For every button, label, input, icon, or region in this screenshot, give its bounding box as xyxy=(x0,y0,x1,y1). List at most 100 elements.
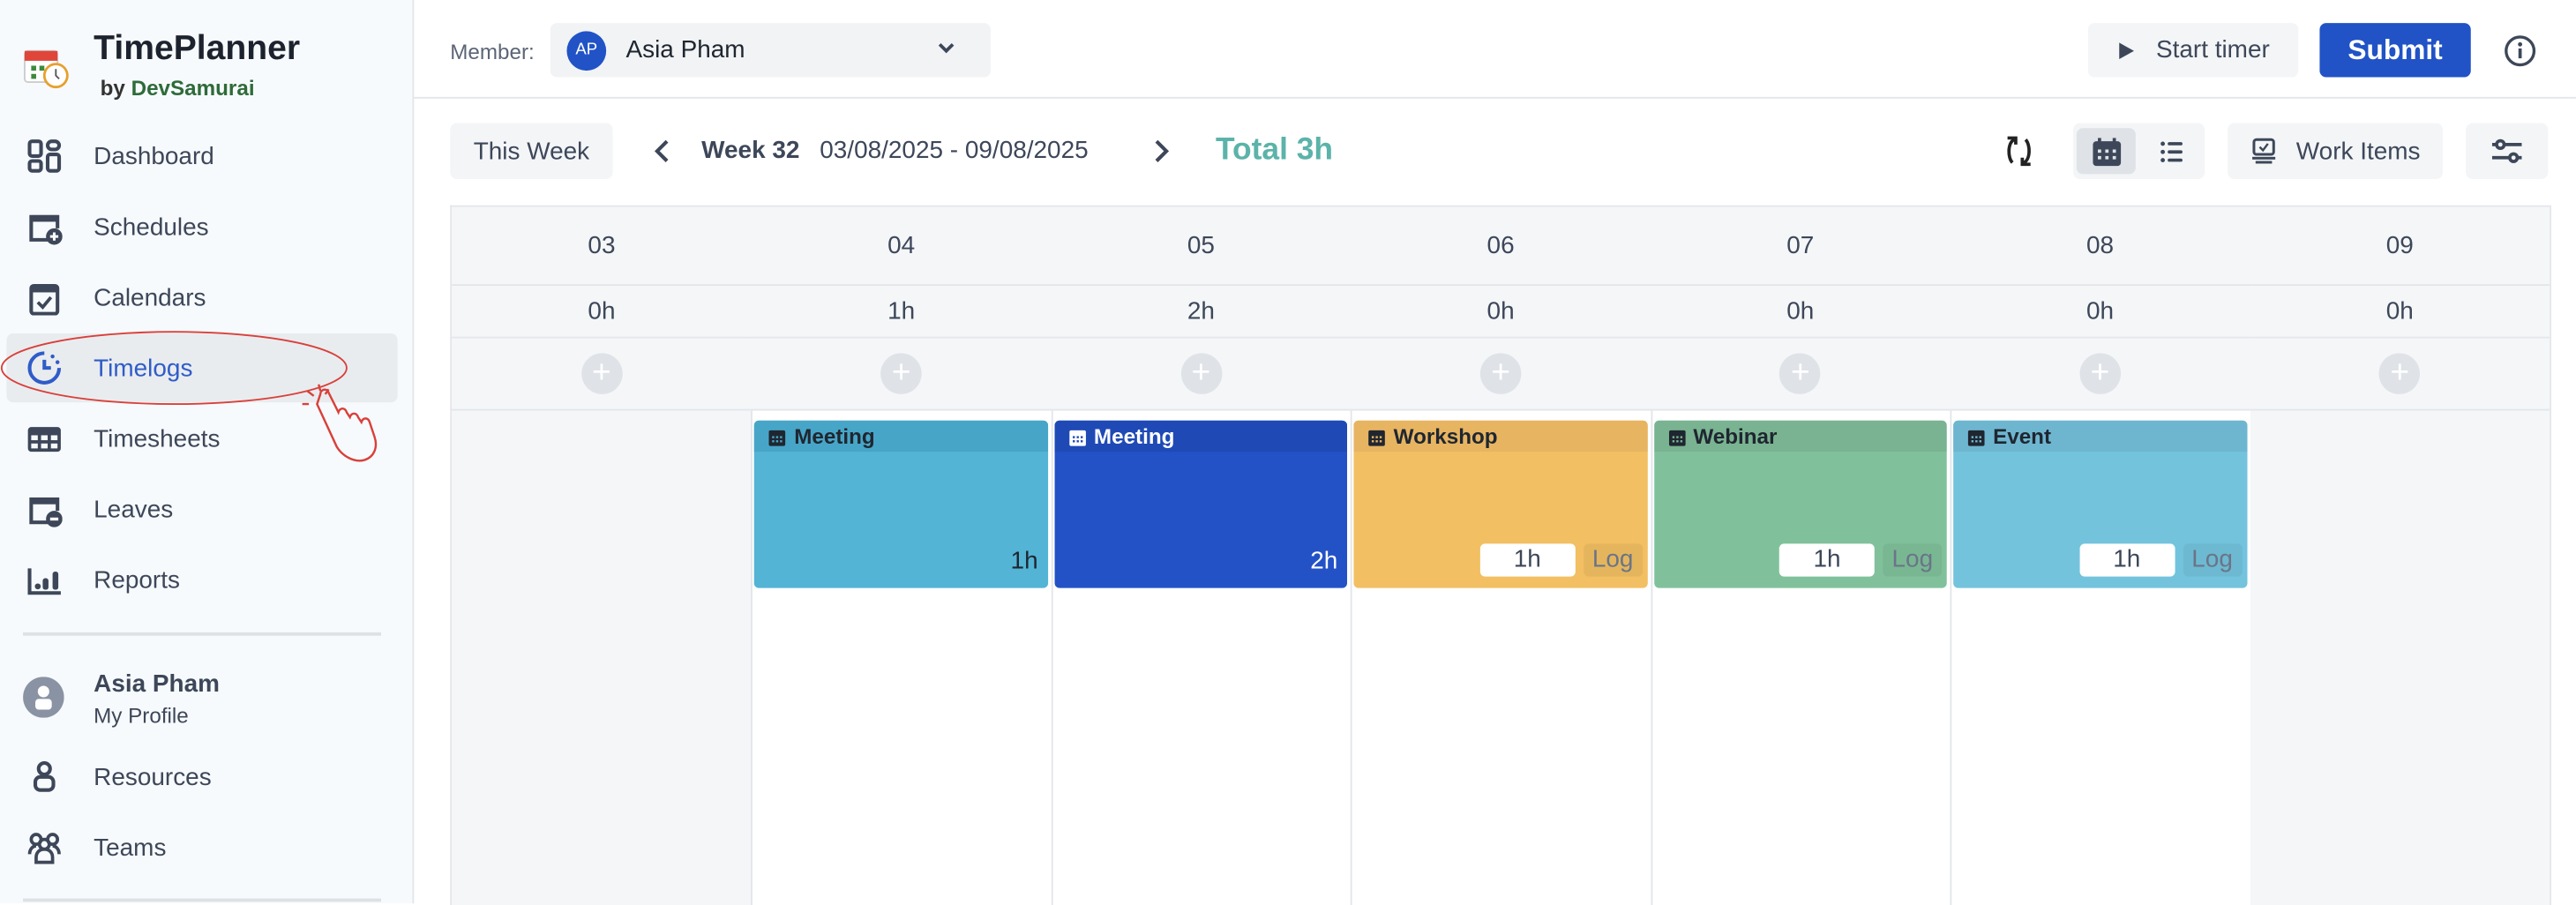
info-icon[interactable] xyxy=(2504,34,2536,67)
week-grid: 03 0h +04 1h + Meeting 1h 05 2h + Meeting 2… xyxy=(450,205,2551,905)
day-hours: 0h xyxy=(1650,286,1951,339)
day-hours: 0h xyxy=(452,286,752,339)
week-range: 03/08/2025 - 09/08/2025 xyxy=(820,136,1089,165)
member-avatar: AP xyxy=(566,31,607,71)
sidebar-item-label: Schedules xyxy=(94,213,209,241)
profile-link[interactable]: Asia Pham My Profile xyxy=(6,663,397,736)
calendar-icon xyxy=(1368,429,1386,445)
chevron-left-icon[interactable] xyxy=(652,139,671,162)
sidebar-item-label: Teams xyxy=(94,834,167,862)
sidebar-item-timelogs[interactable]: Timelogs xyxy=(6,333,398,403)
sidebar-item-leaves[interactable]: Leaves xyxy=(6,475,397,543)
calendar-view-button[interactable] xyxy=(2076,128,2136,175)
day-column: 09 0h + xyxy=(2250,206,2550,905)
sidebar-item-resources[interactable]: Resources xyxy=(6,743,397,812)
profile-sub: My Profile xyxy=(94,703,189,728)
day-hours: 2h xyxy=(1051,286,1352,339)
day-column: 08 0h + Event Log xyxy=(1950,206,2252,905)
log-button[interactable]: Log xyxy=(1583,543,1643,577)
log-button[interactable]: Log xyxy=(1883,543,1943,577)
add-timelog-button[interactable]: + xyxy=(880,353,922,394)
refresh-icon[interactable] xyxy=(2003,135,2035,168)
submit-button[interactable]: Submit xyxy=(2319,23,2471,78)
sidebar-item-dashboard[interactable]: Dashboard xyxy=(6,122,397,191)
log-hours-input[interactable] xyxy=(1479,543,1576,577)
add-timelog-button[interactable]: + xyxy=(1479,353,1522,394)
list-view-button[interactable] xyxy=(2142,128,2201,174)
add-cell: + xyxy=(1051,338,1352,411)
filter-button[interactable] xyxy=(2466,123,2549,179)
log-hours-input[interactable] xyxy=(2078,543,2175,577)
sidebar-divider xyxy=(23,898,382,902)
log-button[interactable]: Log xyxy=(2183,543,2243,577)
sidebar-item-label: Timesheets xyxy=(94,424,221,453)
sidebar-item-calendars[interactable]: Calendars xyxy=(6,263,397,332)
event-header: Webinar xyxy=(1653,420,1947,452)
day-column: 03 0h + xyxy=(452,206,753,905)
clock-icon xyxy=(27,351,62,385)
log-hours-input[interactable] xyxy=(1778,543,1876,577)
start-timer-button[interactable]: Start timer xyxy=(2087,23,2299,78)
event-header: Event xyxy=(1953,420,2247,452)
event-title: Workshop xyxy=(1393,423,1498,449)
sidebar-item-label: Reports xyxy=(94,565,180,595)
day-column: 06 0h + Workshop Log xyxy=(1351,206,1652,905)
event-hours: 2h xyxy=(1310,547,1338,575)
event-card[interactable]: Meeting 1h xyxy=(754,420,1048,588)
member-select[interactable]: AP Asia Pham xyxy=(550,23,991,78)
sidebar-divider xyxy=(23,632,382,636)
day-hours: 0h xyxy=(2250,286,2550,339)
day-column: 07 0h + Webinar Log xyxy=(1650,206,1952,905)
event-card[interactable]: Webinar Log xyxy=(1653,420,1947,588)
event-card[interactable]: Meeting 2h xyxy=(1054,420,1348,588)
chevron-right-icon[interactable] xyxy=(1151,139,1171,162)
event-hours: 1h xyxy=(1010,547,1038,575)
app-title: TimePlanner xyxy=(94,29,301,68)
work-items-button[interactable]: Work Items xyxy=(2228,123,2444,179)
day-hours: 1h xyxy=(751,286,1052,339)
play-icon xyxy=(2119,41,2135,59)
day-hours: 0h xyxy=(1351,286,1651,339)
sidebar-item-label: Dashboard xyxy=(94,142,214,170)
add-timelog-button[interactable]: + xyxy=(1779,353,1822,394)
event-header: Workshop xyxy=(1353,420,1648,452)
add-cell: + xyxy=(452,338,752,411)
week-label: Week 32 xyxy=(701,136,800,165)
this-week-button[interactable]: This Week xyxy=(450,123,613,179)
day-date: 04 xyxy=(751,206,1052,287)
logo-icon xyxy=(24,49,69,89)
add-cell: + xyxy=(1950,338,2250,411)
calendar-plus-icon xyxy=(29,214,63,245)
add-timelog-button[interactable]: + xyxy=(2079,353,2121,394)
sidebar-item-teams[interactable]: Teams xyxy=(6,813,397,882)
add-timelog-button[interactable]: + xyxy=(1180,353,1222,394)
day-date: 08 xyxy=(1950,206,2250,287)
calendar-icon xyxy=(1668,429,1686,445)
calendar-icon xyxy=(769,429,786,445)
start-timer-label: Start timer xyxy=(2155,35,2270,64)
calendar-icon xyxy=(1069,429,1086,445)
day-date: 07 xyxy=(1650,206,1951,287)
event-header: Meeting xyxy=(754,420,1048,452)
event-card[interactable]: Workshop Log xyxy=(1353,420,1648,588)
add-cell: + xyxy=(2250,338,2550,411)
sidebar-item-label: Resources xyxy=(94,762,212,791)
day-column: 04 1h + Meeting 1h xyxy=(751,206,1053,905)
member-name: Asia Pham xyxy=(625,35,745,64)
sidebar-item-timesheets[interactable]: Timesheets xyxy=(6,404,397,473)
add-timelog-button[interactable]: + xyxy=(2378,353,2421,394)
calendar-minus-icon xyxy=(29,497,63,527)
header xyxy=(414,0,2576,99)
sidebar-item-label: Calendars xyxy=(94,283,206,311)
event-title: Meeting xyxy=(1093,423,1175,449)
brand-label: DevSamurai xyxy=(131,75,255,101)
add-timelog-button[interactable]: + xyxy=(580,353,623,394)
sidebar-item-reports[interactable]: Reports xyxy=(6,545,397,614)
sidebar-item-schedules[interactable]: Schedules xyxy=(6,192,397,261)
sidebar-item-label: Timelogs xyxy=(94,354,193,382)
users-icon xyxy=(27,833,61,864)
event-card[interactable]: Event Log xyxy=(1953,420,2247,588)
day-date: 09 xyxy=(2250,206,2550,287)
sidebar: TimePlanner by DevSamurai Dashboard Sche… xyxy=(0,0,415,904)
calendar-icon xyxy=(2093,138,2122,167)
